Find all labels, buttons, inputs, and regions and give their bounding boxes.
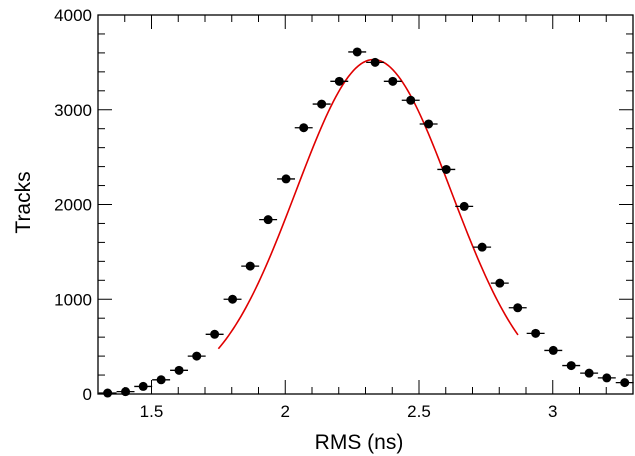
data-point: [383, 76, 402, 86]
data-point: [455, 201, 474, 211]
data-marker: [245, 261, 255, 271]
data-point: [152, 375, 171, 385]
data-marker: [156, 375, 166, 385]
data-marker: [263, 215, 273, 225]
data-marker: [370, 57, 380, 67]
data-marker: [210, 329, 220, 339]
data-marker: [548, 345, 558, 355]
data-marker: [138, 381, 148, 391]
data-point: [241, 261, 260, 271]
x-tick-label: 3: [548, 402, 557, 421]
data-marker: [299, 123, 309, 133]
data-marker: [352, 47, 362, 57]
y-tick-label: 4000: [54, 6, 92, 25]
data-marker: [388, 76, 398, 86]
data-point: [134, 381, 153, 391]
data-point: [490, 278, 509, 288]
data-point: [170, 365, 189, 375]
data-point: [259, 215, 278, 225]
data-marker: [495, 278, 505, 288]
data-marker: [334, 76, 344, 86]
data-point: [473, 242, 492, 252]
data-marker: [174, 365, 184, 375]
data-point: [205, 329, 224, 339]
data-marker: [103, 388, 113, 398]
data-point: [544, 345, 563, 355]
y-axis-title: Tracks: [12, 171, 35, 233]
data-points-layer: [98, 47, 634, 398]
x-tick-label: 2.5: [407, 402, 431, 421]
data-marker: [620, 378, 630, 388]
data-marker: [513, 303, 523, 313]
y-tick-label: 0: [83, 385, 92, 404]
data-marker: [317, 99, 327, 109]
data-point: [597, 373, 616, 383]
y-tick-label: 1000: [54, 290, 92, 309]
data-point: [312, 99, 331, 109]
data-point: [401, 95, 420, 105]
data-marker: [584, 368, 594, 378]
fit-curve: [217, 58, 519, 350]
data-point: [615, 378, 634, 388]
y-tick-label: 2000: [54, 196, 92, 215]
data-marker: [228, 294, 238, 304]
data-point: [580, 368, 599, 378]
data-marker: [459, 201, 469, 211]
y-tick-label: 3000: [54, 101, 92, 120]
data-point: [526, 328, 545, 338]
data-point: [437, 164, 456, 174]
data-marker: [192, 351, 202, 361]
data-point: [223, 294, 242, 304]
data-point: [508, 303, 527, 313]
data-point: [419, 119, 438, 129]
data-marker: [602, 373, 612, 383]
x-axis-title: RMS (ns): [315, 431, 404, 454]
data-point: [98, 388, 117, 398]
data-marker: [121, 387, 131, 397]
data-point: [187, 351, 206, 361]
fit-curve-layer: [217, 58, 519, 350]
data-marker: [406, 95, 416, 105]
data-point: [294, 123, 313, 133]
data-marker: [281, 174, 291, 184]
data-point: [277, 174, 296, 184]
data-point: [348, 47, 367, 57]
plot-frame: [97, 14, 634, 395]
x-tick-label: 1.5: [140, 402, 164, 421]
data-marker: [531, 328, 541, 338]
data-marker: [441, 164, 451, 174]
data-marker: [424, 119, 434, 129]
data-marker: [566, 361, 576, 371]
tick-labels: 1.5 2 2.5 3 0 1000 2000 3000 4000: [54, 6, 557, 421]
x-tick-label: 2: [281, 402, 290, 421]
data-point: [562, 361, 581, 371]
data-marker: [477, 242, 487, 252]
data-point: [366, 57, 385, 67]
data-point: [330, 76, 349, 86]
